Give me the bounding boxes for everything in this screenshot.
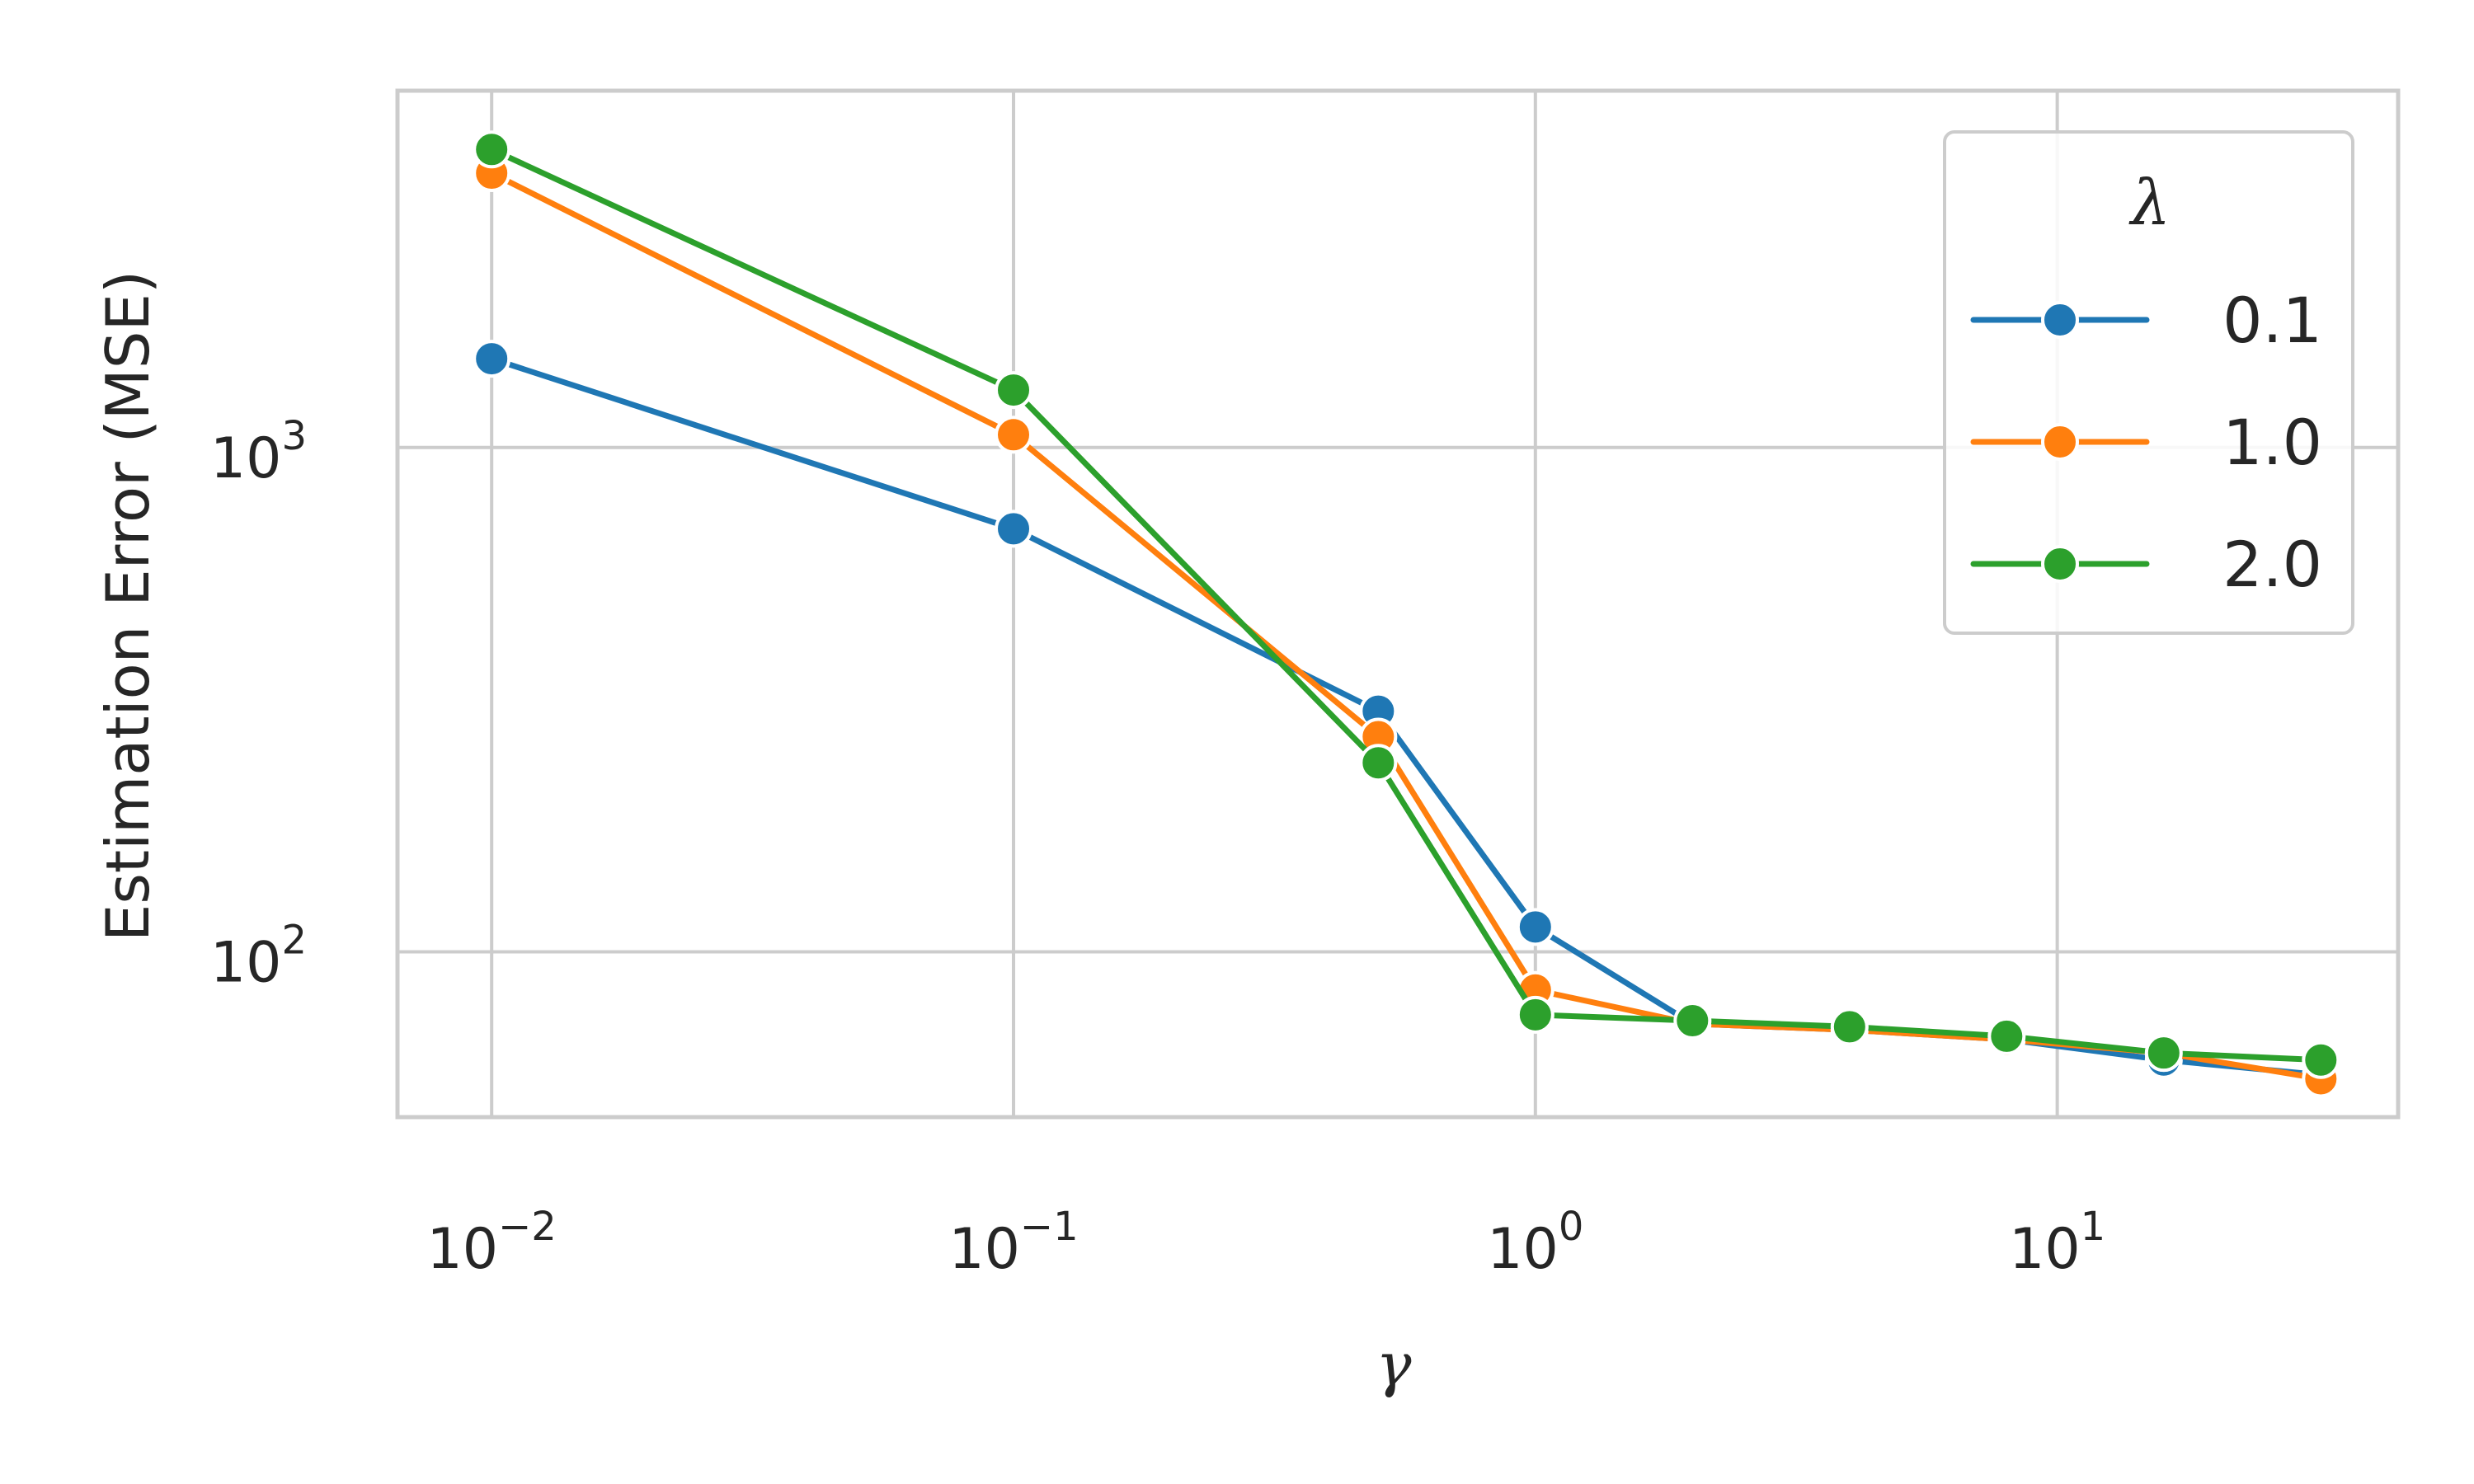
series-2.0	[473, 130, 2340, 1079]
tick-labels: 10−2 10−1 100 101 102 103	[210, 413, 2105, 1282]
legend-label: 0.1	[2222, 284, 2322, 357]
legend-marker	[2041, 545, 2079, 583]
data-point	[995, 416, 1033, 454]
x-tick-label: 10−2	[427, 1204, 557, 1282]
legend: λ 0.1 1.0 2.0	[1943, 130, 2354, 635]
legend-item-1.0: 1.0	[1970, 406, 2322, 479]
data-point	[1830, 1007, 1869, 1046]
series-layer	[473, 130, 2340, 1098]
legend-title: λ	[2128, 166, 2171, 239]
data-point	[473, 340, 511, 378]
x-tick-label: 10−1	[948, 1204, 1078, 1282]
legend-box	[1943, 130, 2354, 635]
legend-item-2.0: 2.0	[1970, 528, 2322, 601]
data-point	[1516, 908, 1554, 946]
x-tick-label: 101	[2009, 1204, 2105, 1282]
data-point	[1673, 1002, 1712, 1040]
legend-label: 2.0	[2222, 528, 2322, 601]
y-tick-label: 103	[210, 413, 307, 491]
legend-marker	[2041, 301, 2079, 339]
legend-marker	[2041, 423, 2079, 461]
x-tick-label: 100	[1487, 1204, 1583, 1282]
data-point	[473, 130, 511, 169]
x-axis-label: γ	[1376, 1330, 1412, 1399]
y-tick-label: 102	[210, 917, 307, 995]
legend-item-0.1: 0.1	[1970, 284, 2322, 357]
legend-label: 1.0	[2222, 406, 2322, 479]
data-point	[2302, 1040, 2340, 1079]
data-point	[995, 371, 1033, 410]
plot-frame	[395, 88, 2401, 1120]
data-point	[1516, 995, 1554, 1034]
data-point	[1987, 1017, 2026, 1055]
data-point	[2144, 1034, 2183, 1073]
data-point	[995, 510, 1033, 548]
y-axis-label: Estimation Error (MSE)	[93, 270, 162, 942]
data-point	[1359, 744, 1398, 782]
legend-items: 0.1 1.0 2.0	[1970, 284, 2322, 601]
